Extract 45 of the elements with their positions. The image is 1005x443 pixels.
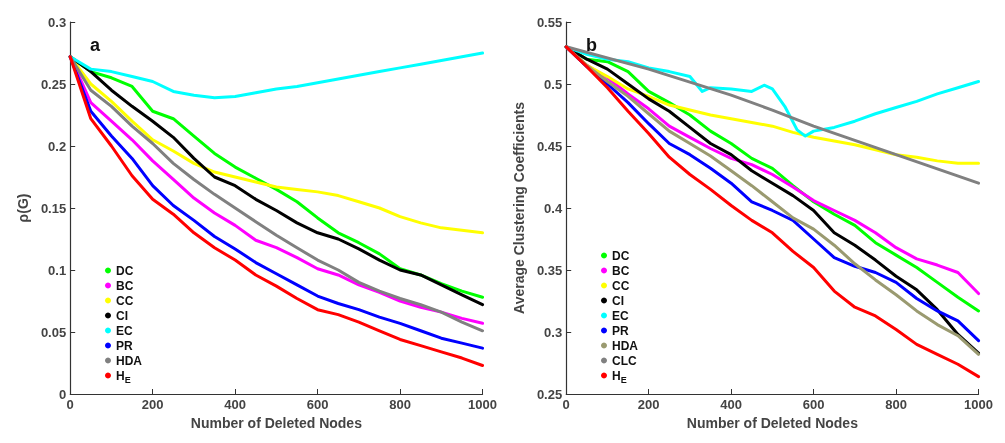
x-tick-label: 200 [637, 397, 660, 412]
y-axis-title: Average Clustering Coefficients [511, 101, 527, 314]
x-tick-label: 1000 [468, 397, 497, 412]
x-tick-label: 400 [720, 397, 742, 412]
annotation: b [586, 35, 597, 55]
x-tick-label: 400 [224, 397, 246, 412]
y-tick-label: 0.4 [544, 200, 563, 216]
y-tick-label: 0.25 [536, 386, 563, 402]
legend-label: BC [116, 278, 134, 293]
y-tick-label: 0.3 [48, 14, 67, 30]
legend-label: CC [612, 278, 630, 293]
legend-label: CI [116, 308, 128, 323]
y-tick-label: 0.15 [40, 200, 67, 216]
y-tick-label: 0.55 [536, 14, 563, 30]
y-tick-label: 0 [58, 386, 67, 402]
y-tick-label: 0.35 [536, 262, 563, 278]
y-tick-label: 0.1 [48, 262, 67, 278]
legend-label: EC [612, 308, 629, 323]
y-tick-label: 0.5 [544, 76, 563, 92]
legend-label: EC [116, 323, 133, 338]
legend-label: BC [612, 263, 630, 278]
legend-label: HDA [612, 338, 639, 353]
y-axis-title: ρ(G) [15, 193, 31, 223]
x-tick-label: 1000 [964, 397, 993, 412]
y-tick-label: 0.05 [40, 324, 67, 340]
y-tick-label: 0.2 [48, 138, 67, 154]
y-tick-label: 0.3 [544, 324, 563, 340]
x-tick-label: 800 [885, 397, 907, 412]
x-tick-label: 200 [141, 397, 164, 412]
legend-label: PR [116, 338, 133, 353]
y-tick-label: 0.45 [536, 138, 563, 154]
legend-label: PR [612, 323, 629, 338]
x-tick-label: 600 [306, 397, 329, 412]
legend-label: DC [612, 248, 630, 263]
y-tick-label: 0.25 [40, 76, 67, 92]
legend-label: DC [116, 263, 134, 278]
x-axis-title: Number of Deleted Nodes [686, 415, 859, 431]
legend-label: HDA [116, 353, 143, 368]
legend-label: CI [612, 293, 624, 308]
annotation: a [90, 35, 101, 55]
x-tick-label: 600 [802, 397, 825, 412]
x-axis-title: Number of Deleted Nodes [190, 415, 363, 431]
x-tick-label: 800 [389, 397, 411, 412]
legend-label: CC [116, 293, 134, 308]
legend-label: CLC [612, 353, 637, 368]
